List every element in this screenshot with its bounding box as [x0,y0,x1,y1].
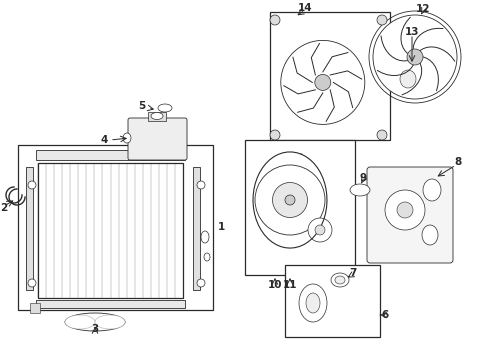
Bar [38,163,183,298]
Bar [245,140,355,275]
Bar [270,12,390,140]
Circle shape [315,75,331,90]
Ellipse shape [151,112,163,120]
Text: 2: 2 [0,203,8,213]
Ellipse shape [95,315,125,329]
Circle shape [373,15,457,99]
Text: 7: 7 [349,268,357,278]
Circle shape [281,40,365,125]
Ellipse shape [423,179,441,201]
Text: 10: 10 [268,280,282,290]
Bar [36,150,185,160]
Bar [36,300,185,308]
Circle shape [270,15,280,25]
Text: 9: 9 [360,173,367,183]
Circle shape [255,165,325,235]
Circle shape [377,130,387,140]
Polygon shape [30,303,40,313]
Bar [285,265,380,337]
Bar [193,167,200,290]
Text: 12: 12 [416,4,430,14]
Ellipse shape [350,184,370,196]
Ellipse shape [422,225,438,245]
Ellipse shape [399,53,421,81]
Text: 11: 11 [283,280,297,290]
Ellipse shape [123,133,131,143]
Ellipse shape [335,276,345,284]
Text: 14: 14 [298,3,312,13]
Text: 8: 8 [454,157,462,167]
Ellipse shape [158,104,172,112]
FancyBboxPatch shape [367,167,453,263]
Circle shape [308,218,332,242]
Ellipse shape [299,284,327,322]
Ellipse shape [400,70,416,88]
Ellipse shape [65,313,125,331]
Text: 13: 13 [405,27,419,37]
Ellipse shape [201,231,209,243]
Ellipse shape [331,273,349,287]
FancyBboxPatch shape [128,118,187,160]
Text: 6: 6 [381,310,389,320]
Circle shape [407,49,423,65]
Text: 3: 3 [91,324,98,334]
Bar [26,167,33,290]
Text: 1: 1 [218,222,225,232]
Circle shape [385,190,425,230]
Bar [18,145,213,310]
Circle shape [272,183,308,217]
Circle shape [315,225,325,235]
Circle shape [270,130,280,140]
Circle shape [28,279,36,287]
Circle shape [28,181,36,189]
Bar [148,112,166,121]
Circle shape [285,195,295,205]
Circle shape [377,15,387,25]
Circle shape [197,279,205,287]
Circle shape [397,202,413,218]
Ellipse shape [306,293,320,313]
Ellipse shape [65,315,95,329]
Circle shape [197,181,205,189]
Text: 4: 4 [100,135,108,145]
Text: 5: 5 [138,101,146,111]
Ellipse shape [204,253,210,261]
